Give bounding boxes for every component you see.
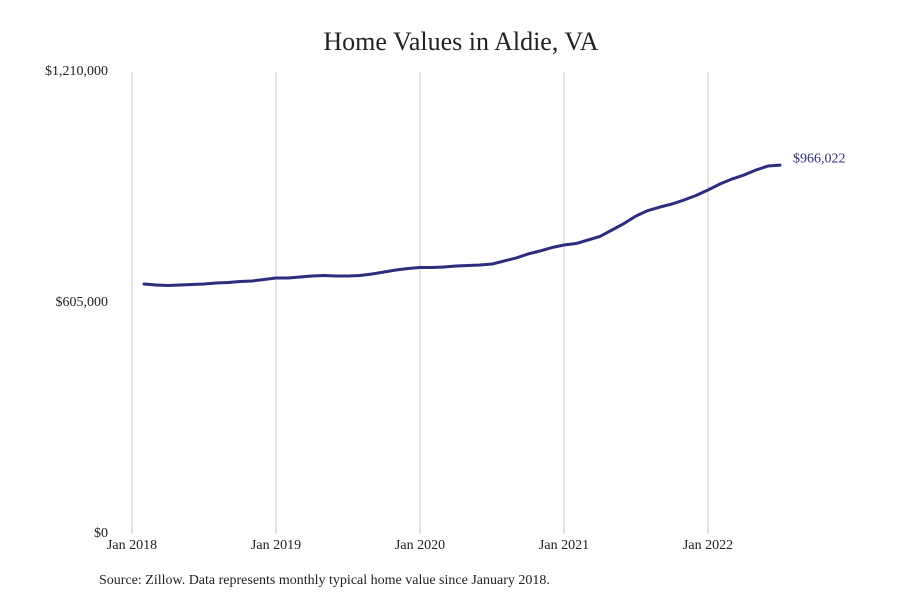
x-tick-label: Jan 2020 [395, 538, 445, 553]
source-note: Source: Zillow. Data represents monthly … [99, 573, 550, 588]
x-tick-label: Jan 2019 [251, 538, 301, 553]
y-tick-label: $0 [94, 526, 108, 541]
y-tick-label: $1,210,000 [45, 64, 108, 79]
data-line [142, 163, 782, 288]
chart-title: Home Values in Aldie, VA [323, 27, 598, 56]
x-tick-label: Jan 2018 [107, 538, 157, 553]
x-tick-label: Jan 2022 [683, 538, 733, 553]
x-tick-label: Jan 2021 [539, 538, 589, 553]
end-value-label: $966,022 [793, 151, 846, 166]
y-tick-label: $605,000 [56, 295, 109, 310]
